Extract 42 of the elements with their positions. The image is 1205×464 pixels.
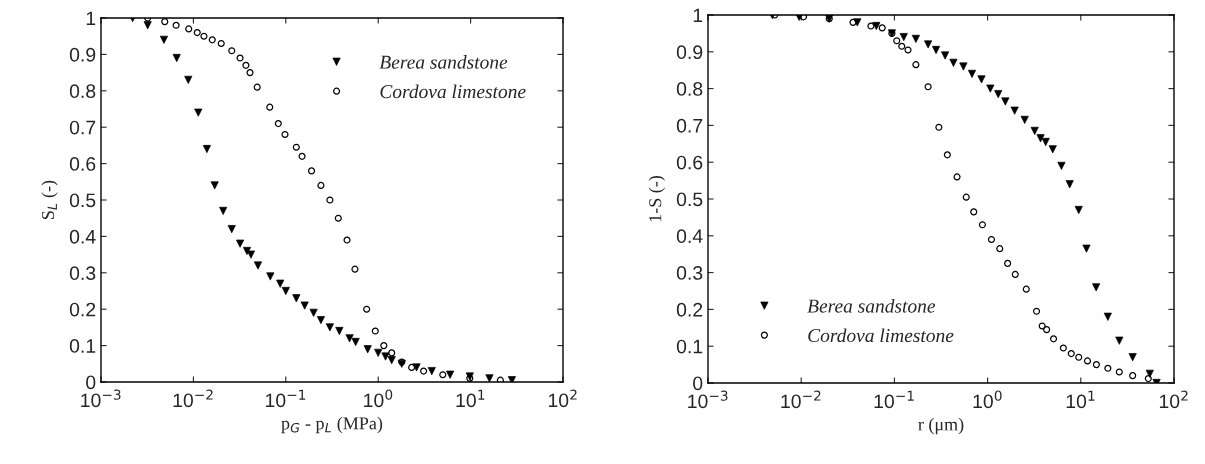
x-tick-label: 10$^{0}$ — [364, 389, 393, 408]
x-tick-label: 10$^{0}$ — [973, 390, 1002, 409]
x-tick-label: 10$^{−1}$ — [265, 389, 306, 408]
y-tick-label: 0.9 — [676, 45, 703, 60]
y-tick-label: 0.3 — [676, 266, 703, 280]
x-tick-label: 10$^{−2}$ — [173, 389, 213, 408]
y-tick-label: 0.6 — [676, 155, 703, 170]
y-tick-label: 0.3 — [69, 266, 96, 281]
y-tick-label: 0.5 — [69, 193, 96, 208]
y-tick-label: 0.4 — [676, 229, 703, 244]
x-tick-label: 10$^{−2}$ — [781, 390, 821, 409]
y-tick-label: 0.9 — [69, 47, 96, 62]
y-tick-label: 0.1 — [676, 339, 703, 354]
legend-label: Cordova limestone — [808, 328, 954, 343]
x-axis-title: p$_{G}$ - p$_{L}$ (MPa) — [281, 416, 383, 434]
y-axis-title: 1-S (-) — [648, 175, 665, 222]
legend-label: Berea sandstone — [807, 299, 936, 313]
legend-label: Berea sandstone — [379, 55, 508, 69]
y-tick-label: 0 — [693, 376, 703, 391]
x-tick-label: 10$^{2}$ — [548, 389, 577, 408]
x-tick-label: 10$^{−3}$ — [688, 390, 728, 409]
x-axis-title: r (μm) — [918, 417, 964, 435]
y-tick-label: 0.5 — [676, 192, 703, 207]
y-tick-label: 0.8 — [676, 82, 703, 96]
y-axis-title: S$_{L}$ (-) — [41, 180, 58, 220]
x-tick-label: 10$^{−1}$ — [874, 390, 914, 409]
x-tick-label: 10$^{−3}$ — [81, 389, 121, 408]
y-tick-label: 0.1 — [69, 339, 96, 353]
x-tick-label: 10$^{2}$ — [1159, 390, 1188, 409]
y-tick-label: 1 — [86, 11, 96, 26]
y-tick-label: 0.7 — [69, 120, 96, 135]
y-tick-label: 1 — [693, 8, 703, 23]
y-tick-label: 0.4 — [69, 229, 96, 244]
y-tick-label: 0 — [86, 375, 96, 390]
x-tick-label: 10$^{1}$ — [1066, 390, 1095, 409]
x-tick-label: 10$^{1}$ — [456, 389, 485, 408]
y-tick-label: 0.2 — [69, 302, 96, 317]
y-tick-label: 0.8 — [69, 84, 96, 99]
y-tick-label: 0.7 — [676, 118, 703, 133]
legend-label: Cordova limestone — [380, 84, 526, 99]
y-tick-label: 0.6 — [69, 157, 96, 171]
y-tick-label: 0.2 — [676, 302, 703, 317]
